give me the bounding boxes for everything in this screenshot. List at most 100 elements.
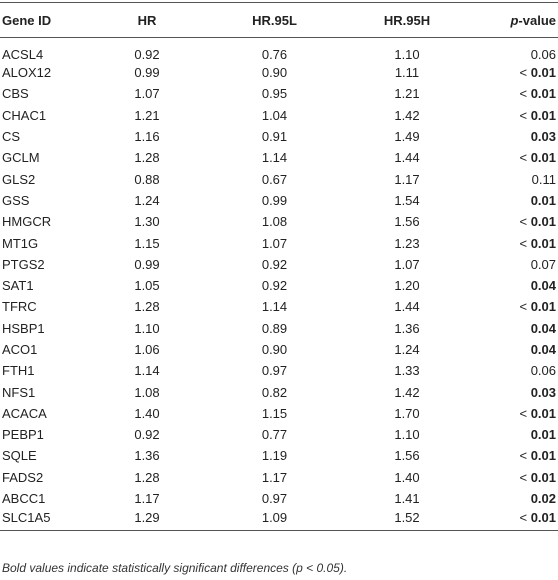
p-cell: 0.03 [467, 126, 558, 147]
cell: CS [2, 129, 21, 145]
header-cell: HR.95L [252, 12, 297, 28]
header-cell: p-value [467, 3, 558, 38]
p-value: 0.01 [530, 448, 556, 464]
cell: 0.91 [261, 129, 288, 145]
cell: 1.19 [261, 448, 288, 464]
p-value: 0.02 [530, 491, 556, 507]
cell: 0.95 [261, 86, 288, 102]
header-text: -value [518, 12, 556, 28]
cell: 1.44 [394, 150, 420, 166]
p-value: 0.01 [530, 86, 556, 102]
cell: 1.49 [394, 129, 420, 145]
p-sign: < [519, 405, 528, 421]
table-row: TFRC 1.28 1.14 1.44 < 0.01 [0, 296, 558, 317]
cell: 0.99 [134, 256, 160, 272]
cell: 1.29 [134, 509, 160, 525]
cell: 1.15 [134, 235, 160, 251]
p-value: 0.01 [530, 427, 556, 443]
table-row: PEBP1 0.92 0.77 1.10 0.01 [0, 424, 558, 445]
cell: FADS2 [2, 469, 44, 485]
cell: 1.54 [394, 192, 420, 208]
p-value: 0.04 [530, 278, 556, 294]
cell: HSBP1 [2, 320, 45, 336]
p-value: 0.01 [530, 509, 556, 525]
table-row: ACO1 1.06 0.90 1.24 0.04 [0, 339, 558, 360]
cell: 1.40 [394, 469, 420, 485]
p-sign: < [519, 469, 528, 485]
cell: ABCC1 [2, 491, 46, 507]
p-value: 0.03 [530, 129, 556, 145]
p-sign: < [519, 86, 528, 102]
p-value: 0.01 [530, 107, 556, 123]
cell: 1.06 [134, 342, 160, 357]
header-cell: HR.95H [383, 12, 431, 28]
table-row: ACACA 1.40 1.15 1.70 < 0.01 [0, 403, 558, 424]
table-row: CBS 1.07 0.95 1.21 < 0.01 [0, 83, 558, 104]
p-value: 0.01 [530, 235, 556, 251]
cell: 0.97 [261, 363, 288, 379]
cell: 1.11 [394, 65, 420, 81]
cell: 0.97 [261, 491, 288, 507]
p-cell: 0.07 [467, 254, 558, 275]
cell: 1.17 [134, 491, 160, 507]
cell: 1.42 [394, 384, 420, 400]
table-row: PTGS2 0.99 0.92 1.07 0.07 [0, 254, 558, 275]
p-cell: < 0.01 [467, 232, 558, 253]
cell: 1.07 [394, 256, 420, 272]
table-row: GSS 1.24 0.99 1.54 0.01 [0, 190, 558, 211]
cell: 1.36 [134, 448, 160, 464]
table-row: ACSL4 0.92 0.76 1.10 0.06 [0, 38, 558, 62]
cell: 1.16 [134, 129, 160, 145]
cell: 1.14 [261, 299, 288, 315]
cell: 1.28 [134, 150, 160, 166]
p-cell: < 0.01 [467, 296, 558, 317]
p-cell: < 0.01 [467, 147, 558, 168]
cell: 0.99 [261, 192, 288, 208]
cell: 0.77 [261, 427, 288, 443]
p-value: 0.01 [530, 65, 556, 81]
cell: 0.90 [261, 65, 288, 81]
cell: GLS2 [2, 171, 36, 187]
p-cell: 0.11 [467, 168, 558, 189]
table-row: MT1G 1.15 1.07 1.23 < 0.01 [0, 232, 558, 253]
cell: CBS [2, 86, 29, 102]
p-value: 0.03 [530, 384, 556, 400]
cell: 1.24 [394, 342, 420, 357]
p-sign: < [519, 509, 528, 525]
p-value: 0.01 [530, 405, 556, 421]
p-value: 0.01 [530, 192, 556, 208]
p-cell: 0.06 [467, 360, 558, 381]
cell: 1.05 [134, 278, 160, 294]
cell: ACACA [2, 405, 47, 421]
p-cell: 0.04 [467, 339, 558, 360]
p-sign: < [519, 150, 528, 166]
cell: 0.99 [134, 65, 160, 81]
table-row: CHAC1 1.21 1.04 1.42 < 0.01 [0, 105, 558, 126]
cell: 1.52 [394, 509, 420, 525]
p-cell: < 0.01 [467, 445, 558, 466]
p-value: 0.06 [530, 363, 556, 379]
p-value: 0.01 [530, 214, 556, 230]
p-cell: 0.02 [467, 488, 558, 509]
cell: 1.24 [134, 192, 160, 208]
cell: TFRC [2, 299, 37, 315]
p-cell: 0.06 [467, 38, 558, 62]
cell: 1.41 [394, 491, 420, 507]
data-table: Gene ID HR HR.95L HR.95H p-value ACSL4 0.… [0, 2, 558, 531]
cell: 1.10 [134, 320, 160, 336]
cell: 1.33 [394, 363, 420, 379]
table-row: HMGCR 1.30 1.08 1.56 < 0.01 [0, 211, 558, 232]
p-value: 0.01 [530, 299, 556, 315]
p-value: 0.04 [530, 320, 556, 336]
p-cell: 0.03 [467, 381, 558, 402]
table-row: ALOX12 0.99 0.90 1.11 < 0.01 [0, 62, 558, 83]
cell: 1.56 [394, 214, 420, 230]
cell: 1.17 [394, 171, 420, 187]
p-value: 0.11 [531, 171, 556, 187]
header-cell: Gene ID [2, 12, 52, 28]
p-value: 0.06 [530, 47, 556, 62]
p-value: 0.07 [530, 256, 556, 272]
cell: SAT1 [2, 278, 34, 294]
p-sign: < [519, 299, 528, 315]
table-row: ABCC1 1.17 0.97 1.41 0.02 [0, 488, 558, 509]
